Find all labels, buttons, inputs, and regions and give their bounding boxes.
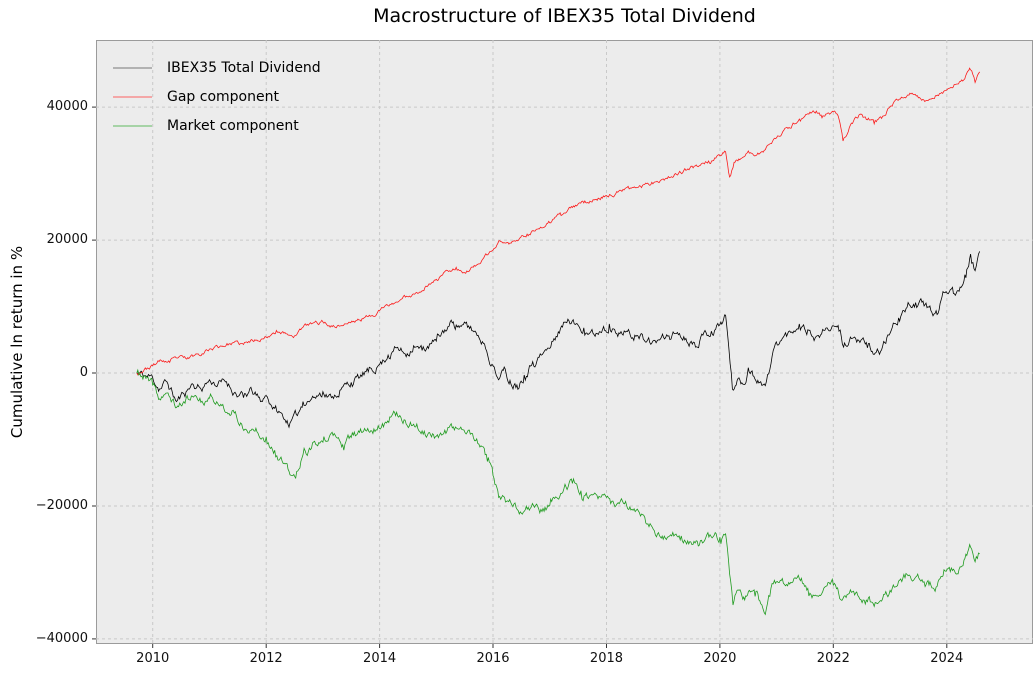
series-line-ibex35-total-dividend — [136, 251, 981, 429]
y-tick-label: −20000 — [35, 497, 88, 513]
legend-line-ibex35-icon — [113, 66, 152, 69]
chart-title: Macrostructure of IBEX35 Total Dividend — [373, 5, 756, 27]
x-tick-label: 2020 — [703, 651, 737, 666]
y-tick-label: −40000 — [35, 630, 88, 646]
gridlines — [96, 40, 1033, 644]
legend-item-ibex35-total-dividend: IBEX35 Total Dividend — [113, 53, 321, 82]
x-tick-label: 2016 — [476, 651, 510, 666]
legend-label: Gap component — [167, 88, 279, 105]
legend-item-gap-component: Gap component — [113, 82, 321, 111]
series-line-market-component — [136, 368, 980, 616]
x-tick-label: 2018 — [589, 651, 624, 666]
x-tick-label: 2012 — [249, 651, 283, 666]
x-tick-label: 2010 — [136, 651, 170, 666]
tick-marks — [92, 106, 948, 648]
y-tick-label: 0 — [79, 365, 88, 381]
series-line-gap-component — [136, 67, 981, 376]
legend-label: Market component — [167, 117, 299, 134]
x-tick-label: 2014 — [363, 651, 397, 666]
y-tick-label: 40000 — [46, 99, 88, 115]
legend-label: IBEX35 Total Dividend — [167, 59, 321, 76]
x-tick-label: 2022 — [816, 651, 850, 666]
legend-line-gap-icon — [113, 95, 152, 98]
x-tick-label: 2024 — [930, 651, 964, 666]
y-tick-label: 20000 — [46, 232, 88, 248]
legend: IBEX35 Total Dividend Gap component Mark… — [113, 53, 321, 140]
plot-area — [96, 40, 1033, 644]
legend-item-market-component: Market component — [113, 111, 321, 140]
legend-line-market-icon — [113, 124, 152, 127]
